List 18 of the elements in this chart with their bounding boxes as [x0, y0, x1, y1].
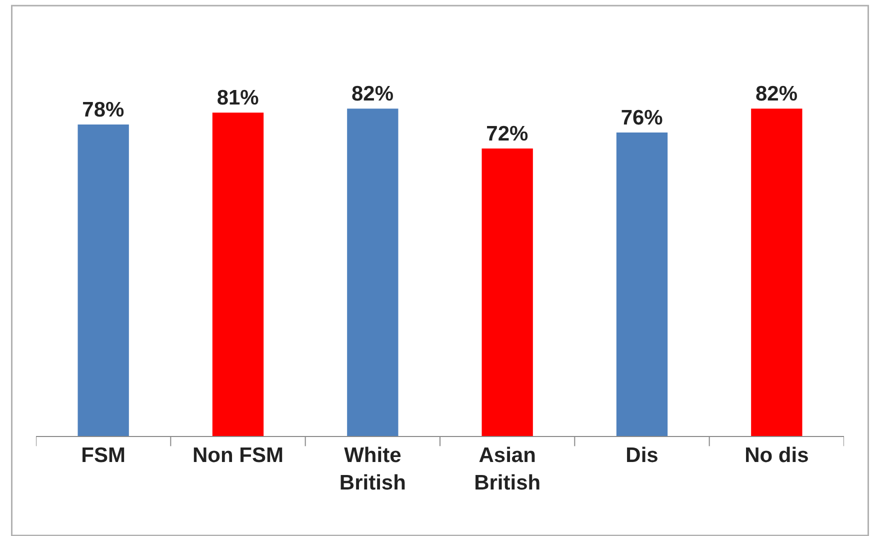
data-label: 82%	[755, 82, 798, 106]
bar	[347, 108, 398, 436]
bar	[212, 112, 264, 436]
bar	[78, 124, 129, 436]
x-tick-label: No dis	[744, 444, 809, 468]
data-label: 72%	[486, 122, 529, 146]
data-label: 76%	[620, 106, 664, 130]
bar	[751, 108, 802, 436]
bar	[482, 148, 533, 436]
x-tick-label: Dis	[626, 444, 658, 468]
data-label: 81%	[216, 86, 260, 110]
x-tick-label: Asian British	[474, 444, 541, 494]
data-label: 78%	[82, 98, 125, 122]
bar	[616, 132, 668, 436]
x-tick-label: FSM	[81, 444, 126, 468]
x-tick-label: Non FSM	[192, 444, 284, 468]
data-label: 82%	[351, 82, 394, 106]
x-tick-label: White British	[339, 444, 406, 494]
